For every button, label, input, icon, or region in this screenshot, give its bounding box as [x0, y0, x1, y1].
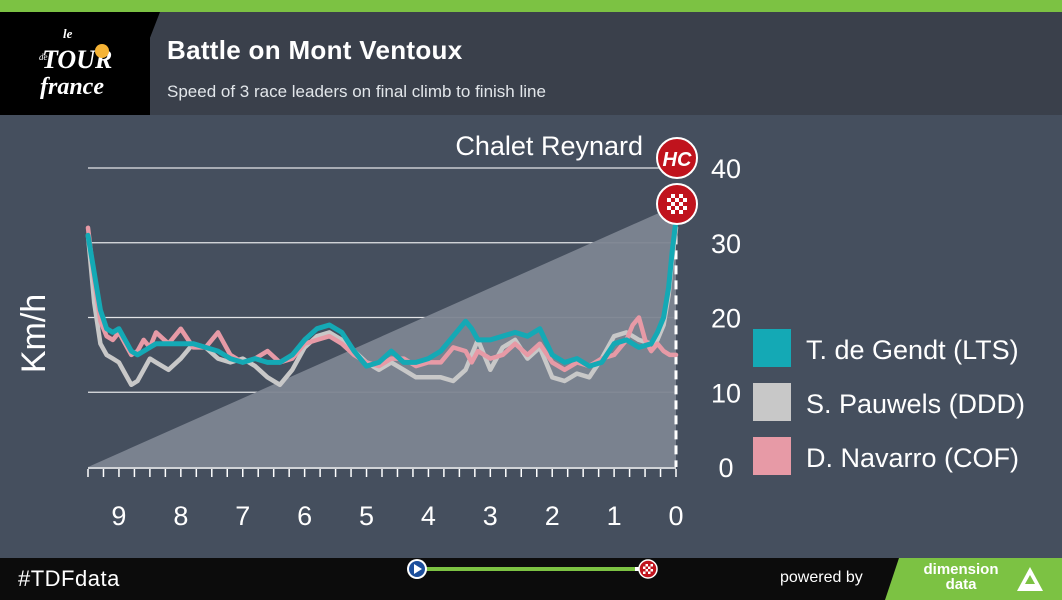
chart-subtitle: Speed of 3 race leaders on final climb t…: [167, 82, 546, 101]
checker-square: [683, 210, 687, 214]
replay-progress[interactable]: [405, 558, 665, 584]
play-icon[interactable]: [407, 559, 427, 579]
series-line: [85, 217, 679, 369]
checker-square: [667, 202, 671, 206]
brand-line-2: data: [945, 576, 977, 593]
x-tick-label: 9: [111, 501, 126, 531]
tour-de-france-logo: le TOUR de france: [39, 26, 112, 100]
checker-square: [675, 210, 679, 214]
x-tick-label: 6: [297, 501, 312, 531]
x-tick-label: 5: [359, 501, 374, 531]
hc-category-icon: [656, 137, 698, 179]
footer: #TDFdata powered by dimension data: [0, 558, 1062, 600]
svg-text:france: france: [40, 74, 104, 100]
x-tick-label: 8: [173, 501, 188, 531]
checker-square: [671, 198, 675, 202]
brand-logo-text: dimension data: [921, 562, 1001, 592]
legend-label: D. Navarro (COF): [806, 443, 1019, 473]
x-tick-label: 0: [668, 501, 683, 531]
x-tick-label: 3: [483, 501, 498, 531]
chart-title: Battle on Mont Ventoux: [167, 35, 463, 65]
x-tick-label: 4: [421, 501, 436, 531]
checker-square: [679, 198, 683, 202]
brand-triangle-icon: [1017, 567, 1043, 591]
legend-label: S. Pauwels (DDD): [806, 389, 1025, 419]
svg-text:le: le: [63, 26, 73, 41]
elevation-profile: [88, 205, 676, 467]
checker-square: [675, 194, 679, 198]
legend-label: T. de Gendt (LTS): [806, 335, 1019, 365]
brand-panel: [885, 558, 1062, 600]
y-tick-label: 40: [711, 154, 741, 184]
x-tick-label: 2: [545, 501, 560, 531]
checker-square: [683, 194, 687, 198]
legend-swatch: [753, 383, 791, 421]
checker-square: [675, 202, 679, 206]
checker-square: [667, 194, 671, 198]
svg-text:de: de: [39, 52, 48, 62]
brand-line-1: dimension: [923, 561, 999, 578]
climb-annotation: Chalet Reynard: [455, 131, 643, 161]
accent-bar: [0, 0, 1062, 12]
legend-swatch: [753, 329, 791, 367]
x-tick-label: 1: [607, 501, 622, 531]
x-tick-label: 7: [235, 501, 250, 531]
y-tick-label: 30: [711, 229, 741, 259]
checker-square: [683, 202, 687, 206]
y-axis-label: Km/h: [15, 294, 53, 373]
checker-square: [679, 206, 683, 210]
checker-square: [667, 210, 671, 214]
finish-flag-icon[interactable]: [638, 559, 658, 579]
hashtag[interactable]: #TDFdata: [18, 566, 120, 591]
checker-square: [671, 206, 675, 210]
powered-by-label: powered by: [780, 569, 863, 586]
y-tick-label: 20: [711, 304, 741, 334]
y-tick-label: 0: [718, 453, 733, 483]
y-tick-label: 10: [711, 378, 741, 408]
logo-panel-slant: [120, 12, 160, 115]
hc-category-label: HC: [663, 149, 692, 171]
header: le TOUR de france Battle on Mont Ventoux…: [0, 12, 1062, 115]
legend-swatch: [753, 437, 791, 475]
